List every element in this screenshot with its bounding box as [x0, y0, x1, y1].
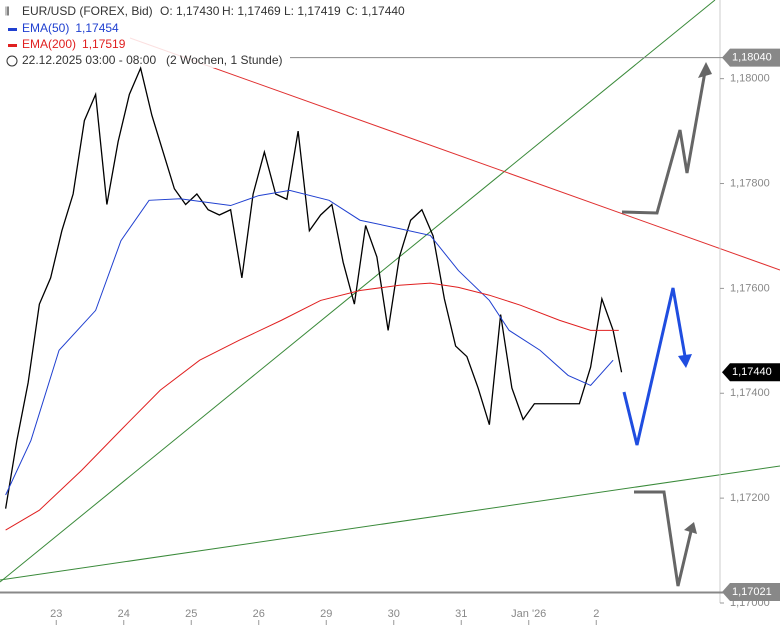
arrow-head — [684, 522, 697, 534]
date-range: 22.12.2025 03:00 - 08:00 — [22, 53, 156, 67]
legend-icon: ⫼ — [5, 7, 10, 18]
y-tick-label: 1,18000 — [730, 73, 770, 85]
trend-line — [129, 37, 780, 271]
legend-symbol: EUR/USD (FOREX, Bid) — [22, 4, 153, 18]
y-tick-label: 1,17200 — [730, 492, 770, 504]
legend-value: 1,17454 — [75, 21, 119, 35]
legend: ⫼ EUR/USD (FOREX, Bid) O: 1,17430 H: 1,1746… — [0, 2, 405, 68]
x-tick-label: 25 — [185, 608, 197, 620]
projection-arrow — [621, 65, 708, 215]
legend-swatch — [8, 28, 17, 31]
ohlc-label: C: 1,17440 — [346, 4, 405, 18]
ohlc-label: L: 1,17419 — [284, 4, 341, 18]
period: (2 Wochen, 1 Stunde) — [166, 53, 283, 67]
ohlc-label: H: 1,17469 — [222, 4, 281, 18]
price-marker-label: 1,18040 — [732, 52, 772, 64]
trend-line — [0, 465, 780, 581]
price-marker-box — [722, 582, 780, 601]
legend-swatch — [8, 44, 17, 47]
price-marker-box — [722, 48, 780, 67]
ema-line — [5, 189, 614, 496]
legend-entry: EMA(50) — [22, 21, 69, 35]
x-tick-label: 30 — [388, 608, 400, 620]
x-tick-label: 24 — [118, 608, 130, 620]
y-tick-label: 1,17400 — [730, 387, 770, 399]
arrow-head — [678, 354, 692, 368]
x-tick-label: 29 — [320, 608, 332, 620]
x-tick-label: 2 — [593, 608, 599, 620]
x-tick-label: 26 — [253, 608, 265, 620]
x-tick-label: 31 — [455, 608, 467, 620]
legend-value: 1,17519 — [82, 37, 126, 51]
projection-arrow — [622, 287, 688, 446]
price-line — [4, 66, 623, 509]
price-marker-label: 1,17440 — [732, 366, 772, 378]
legend-bg — [0, 2, 290, 68]
ema-line — [5, 282, 619, 531]
price-marker-box — [722, 363, 780, 382]
x-tick-label: 23 — [50, 608, 62, 620]
projection-arrow — [634, 490, 694, 587]
legend-entry: EMA(200) — [22, 37, 76, 51]
x-tick-label: Jan '26 — [511, 608, 546, 620]
y-tick-label: 1,17600 — [730, 282, 770, 294]
ohlc-label: O: 1,17430 — [160, 4, 220, 18]
clock-icon — [6, 55, 18, 67]
arrow-head — [698, 62, 712, 78]
price-marker-label: 1,17021 — [732, 586, 772, 598]
y-tick-label: 1,17800 — [730, 177, 770, 189]
